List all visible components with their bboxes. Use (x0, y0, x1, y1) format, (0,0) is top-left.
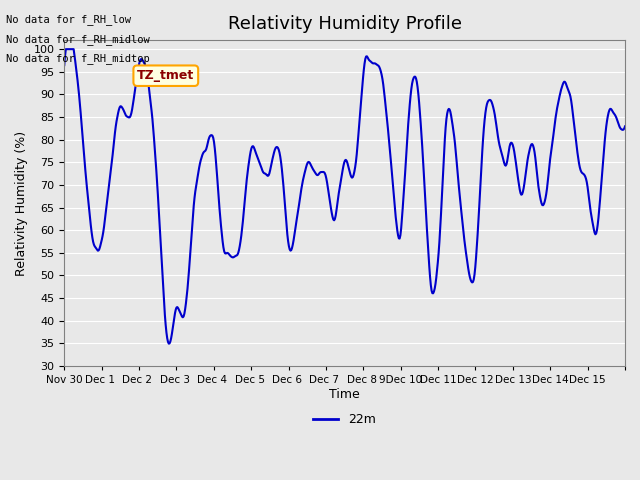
Text: No data for f_RH_midlow: No data for f_RH_midlow (6, 34, 150, 45)
Title: Relativity Humidity Profile: Relativity Humidity Profile (228, 15, 461, 33)
Text: TZ_tmet: TZ_tmet (137, 69, 195, 82)
X-axis label: Time: Time (329, 388, 360, 401)
Text: No data for f_RH_low: No data for f_RH_low (6, 14, 131, 25)
Y-axis label: Relativity Humidity (%): Relativity Humidity (%) (15, 131, 28, 276)
Legend: 22m: 22m (308, 408, 381, 432)
Text: No data for f_RH_midtop: No data for f_RH_midtop (6, 53, 150, 64)
